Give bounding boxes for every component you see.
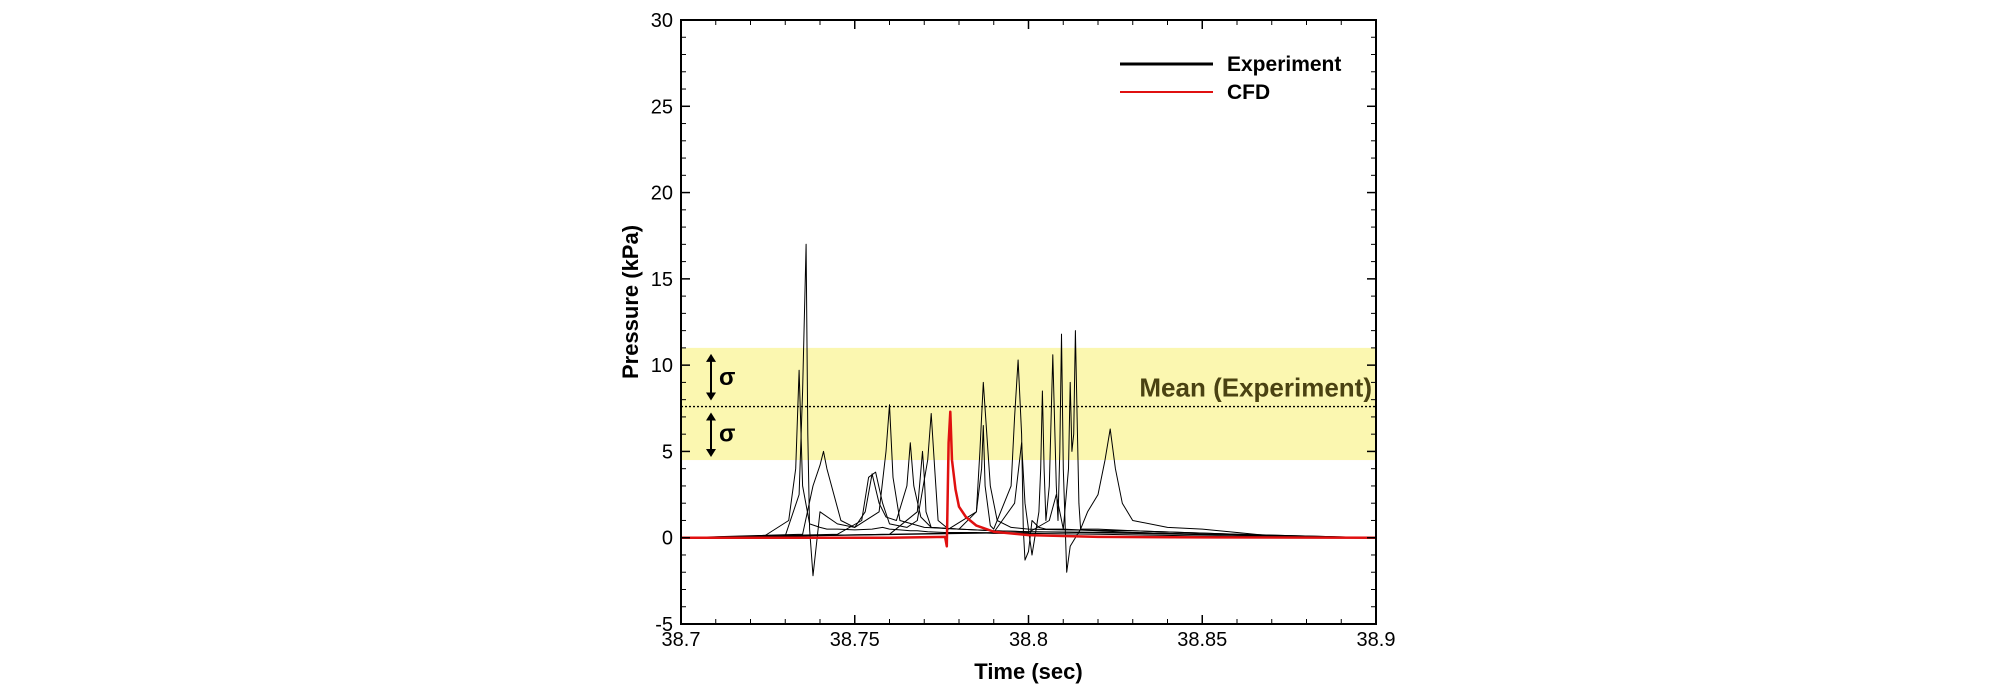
y-tick-label: -5 [655, 614, 673, 636]
y-tick-label: 20 [651, 183, 673, 205]
legend-label-cfd: CFD [1227, 81, 1270, 104]
y-tick-label: 15 [651, 269, 673, 291]
sigma-upper-arrow-head-bottom [706, 392, 716, 401]
x-axis-title: Time (sec) [974, 659, 1082, 684]
experiment-run-4 [680, 381, 1377, 539]
experiment-run-5 [680, 359, 1377, 561]
x-tick-label: 38.75 [830, 629, 880, 651]
x-tick-label: 38.85 [1177, 629, 1227, 651]
sigma-upper-label: σ [719, 364, 735, 391]
x-tick-label: 38.9 [1357, 629, 1396, 651]
sigma-upper-arrow-head-top [706, 353, 716, 362]
y-tick-label: 25 [651, 96, 673, 118]
y-tick-label: 30 [651, 10, 673, 32]
y-tick-label: 10 [651, 355, 673, 377]
mean-annotation: Mean (Experiment) [1139, 373, 1372, 403]
experiment-run-3 [680, 442, 1377, 539]
axis-ticks: 38.7 38.75 38.8 38.85 38.9 -5 0 5 10 15 20 25 30 [651, 10, 1396, 651]
y-tick-label: 5 [662, 441, 673, 463]
legend: Experiment CFD [1120, 53, 1341, 104]
sigma-lower-arrow-head-bottom [706, 449, 716, 458]
y-tick-label: 0 [662, 528, 673, 550]
x-tick-label: 38.7 [662, 629, 701, 651]
sigma-lower-arrow-head-top [706, 412, 716, 421]
sigma-lower-label: σ [719, 420, 735, 447]
cfd-line [681, 410, 1377, 548]
y-axis-title: Pressure (kPa) [618, 225, 643, 379]
sigma-band-layer [681, 347, 1376, 461]
sigma-band [681, 347, 1376, 461]
x-tick-label: 38.8 [1009, 629, 1048, 651]
legend-label-experiment: Experiment [1227, 53, 1341, 76]
experiment-run-7 [680, 330, 1377, 539]
series-layer [680, 243, 1377, 577]
